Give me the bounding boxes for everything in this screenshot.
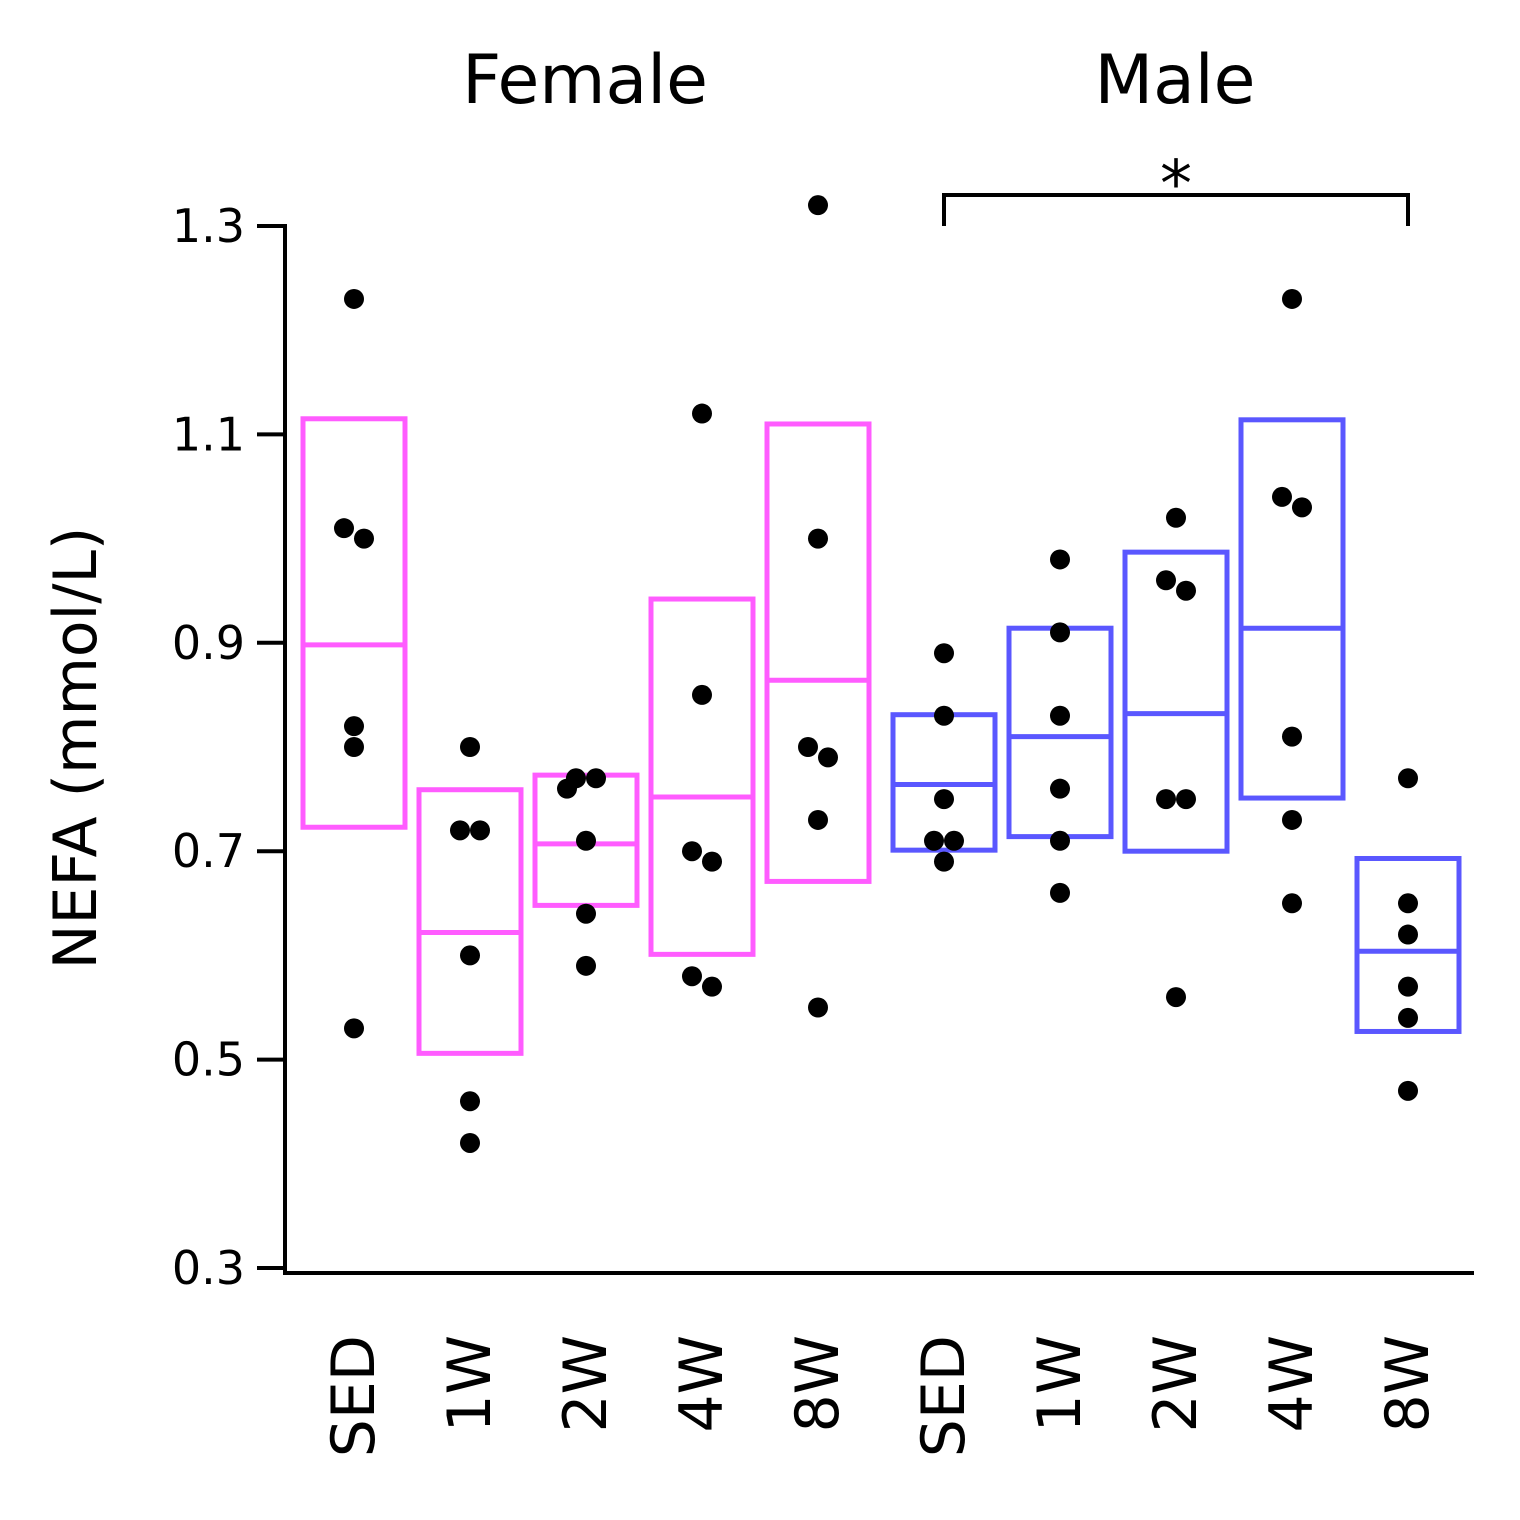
box-male-4w [1238,417,1346,801]
data-point [450,820,470,841]
x-category-label: 4W [667,1335,737,1433]
data-point [702,976,722,997]
x-category-label: SED [909,1335,979,1457]
y-tick-label: 1.3 [172,199,245,253]
data-point [1166,507,1186,528]
data-point [576,955,596,976]
x-category-label: 2W [1141,1335,1211,1433]
data-point [460,1091,480,1112]
data-point [460,945,480,966]
x-category-label: SED [319,1335,389,1457]
box-male-1w [1006,625,1114,840]
data-point [1166,987,1186,1008]
data-point [934,643,954,664]
data-point [934,789,954,810]
data-point [344,1018,364,1039]
data-point [1398,924,1418,945]
data-point [692,403,712,424]
data-point [1282,288,1302,309]
data-point [808,809,828,830]
y-tick-label: 1.1 [172,407,245,461]
data-point [460,1132,480,1153]
data-point [334,518,354,539]
data-point [1176,789,1196,810]
data-point [1398,1080,1418,1101]
data-point [1050,705,1070,726]
data-point [934,705,954,726]
data-point [460,737,480,757]
y-axis-label: NEFA (mmol/L) [41,527,111,970]
data-point [344,288,364,309]
data-point [344,737,364,757]
y-tick-label: 0.3 [172,1241,245,1295]
data-point [1292,497,1312,518]
data-point [1050,882,1070,903]
panel-title-male: Male [1094,41,1255,120]
significance-bracket [942,193,1410,226]
box-male-2w [1122,549,1230,854]
panel-title-female: Female [462,41,708,120]
data-point [1282,726,1302,747]
data-point [1398,768,1418,789]
y-tick-label: 0.5 [172,1033,245,1087]
box-male-8w [1354,855,1462,1034]
box-female-1w [416,787,524,1056]
x-category-label: 2W [551,1335,621,1433]
data-point [682,966,702,987]
data-point [1272,486,1292,507]
box-female-8w [764,421,872,884]
data-point [808,997,828,1018]
data-point [1050,830,1070,851]
data-point [1050,778,1070,799]
data-point [586,768,606,789]
data-point [1282,893,1302,914]
data-point [1398,893,1418,914]
data-point [702,851,722,872]
data-point [1398,1007,1418,1028]
data-point [682,841,702,862]
data-point [1282,809,1302,830]
box-female-sed [300,416,408,830]
plot-area: 0.3 0.5 0.7 0.9 1.1 1.3 SED 1W 2W 4W 8W SED 1W 2W 4W 8W… [172,148,1474,1457]
data-point [354,528,374,549]
box-female-4w [648,596,756,957]
data-point [944,830,964,851]
data-point [818,747,838,768]
y-tick-label: 0.9 [172,616,245,670]
data-point [934,851,954,872]
data-point [557,778,577,799]
data-point [1050,622,1070,643]
x-category-label: 8W [1373,1335,1443,1433]
data-point [344,716,364,737]
x-category-label: 8W [783,1335,853,1433]
data-point [808,195,828,216]
data-point [576,830,596,851]
significance-star: * [1160,148,1192,222]
x-category-label: 4W [1257,1335,1327,1433]
data-point [808,528,828,549]
x-category-label: 1W [435,1335,505,1433]
data-point [470,820,490,841]
x-category-label: 1W [1025,1335,1095,1433]
data-point [1176,580,1196,601]
y-tick-label: 0.7 [172,824,245,878]
data-point [576,903,596,924]
data-point [924,830,944,851]
data-point [1398,976,1418,997]
data-point [692,684,712,705]
data-point [1050,549,1070,570]
data-point [1156,789,1176,810]
data-point [798,737,818,757]
data-point [1156,570,1176,591]
